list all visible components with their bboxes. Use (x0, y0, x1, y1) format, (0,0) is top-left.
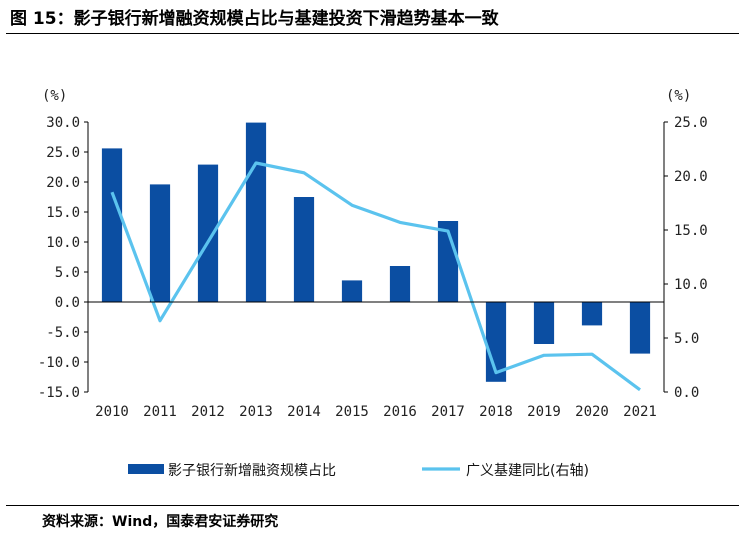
left-tick-label: -10.0 (38, 355, 80, 371)
x-tick-label: 2016 (383, 404, 417, 420)
chart-title: 图 15：影子银行新增融资规模占比与基建投资下滑趋势基本一致 (10, 9, 499, 29)
legend-line-label: 广义基建同比(右轴) (466, 462, 589, 479)
x-tick-label: 2014 (287, 404, 321, 420)
axes: 30.0 25.0 20.0 15.0 10.0 5.0 0.0 -5.0 -10.0 -15.0… (38, 115, 708, 420)
x-tick-label: 2015 (335, 404, 369, 420)
x-tick-label: 2019 (527, 404, 561, 420)
bar-2021 (629, 302, 651, 354)
x-tick-label: 2018 (479, 404, 513, 420)
x-tick-label: 2017 (431, 404, 465, 420)
bar-2013 (245, 122, 267, 302)
bar-2012 (197, 164, 219, 302)
x-tick-label: 2021 (623, 404, 657, 420)
left-tick-label: 10.0 (46, 235, 80, 251)
x-tick-label: 2011 (143, 404, 177, 420)
bar-2020 (581, 302, 603, 326)
right-tick-label: 20.0 (674, 169, 708, 185)
bar-series (101, 122, 651, 382)
bar-2019 (533, 302, 555, 344)
x-tick-label: 2010 (95, 404, 129, 420)
left-tick-label: 30.0 (46, 115, 80, 131)
x-tick-label: 2012 (191, 404, 225, 420)
left-axis-unit: (%) (42, 88, 67, 104)
x-tick-label: 2013 (239, 404, 273, 420)
source-note: 资料来源：Wind，国泰君安证券研究 (42, 514, 279, 530)
left-tick-label: 25.0 (46, 145, 80, 161)
left-tick-label: -15.0 (38, 385, 80, 401)
left-tick-label: -5.0 (46, 325, 80, 341)
legend: 影子银行新增融资规模占比 广义基建同比(右轴) (128, 462, 589, 479)
right-tick-label: 10.0 (674, 277, 708, 293)
right-tick-label: 15.0 (674, 223, 708, 239)
right-axis-unit: (%) (666, 88, 691, 104)
chart: 30.0 25.0 20.0 15.0 10.0 5.0 0.0 -5.0 -10.0 -15.0… (38, 88, 708, 479)
right-tick-label: 0.0 (674, 385, 699, 401)
x-tick-label: 2020 (575, 404, 609, 420)
legend-bar-label: 影子银行新增融资规模占比 (168, 463, 336, 479)
legend-bar-swatch (128, 464, 164, 474)
bar-2010 (101, 148, 123, 302)
bar-2011 (149, 184, 171, 302)
title-rule (6, 33, 739, 34)
left-tick-label: 20.0 (46, 175, 80, 191)
left-tick-label: 15.0 (46, 205, 80, 221)
left-tick-label: 0.0 (55, 295, 80, 311)
footer-rule (6, 505, 739, 506)
bar-2014 (293, 197, 315, 302)
right-tick-label: 25.0 (674, 115, 708, 131)
bar-2015 (341, 280, 363, 302)
left-tick-label: 5.0 (55, 265, 80, 281)
line-series (110, 161, 641, 392)
bar-2016 (389, 266, 411, 302)
right-tick-label: 5.0 (674, 331, 699, 347)
